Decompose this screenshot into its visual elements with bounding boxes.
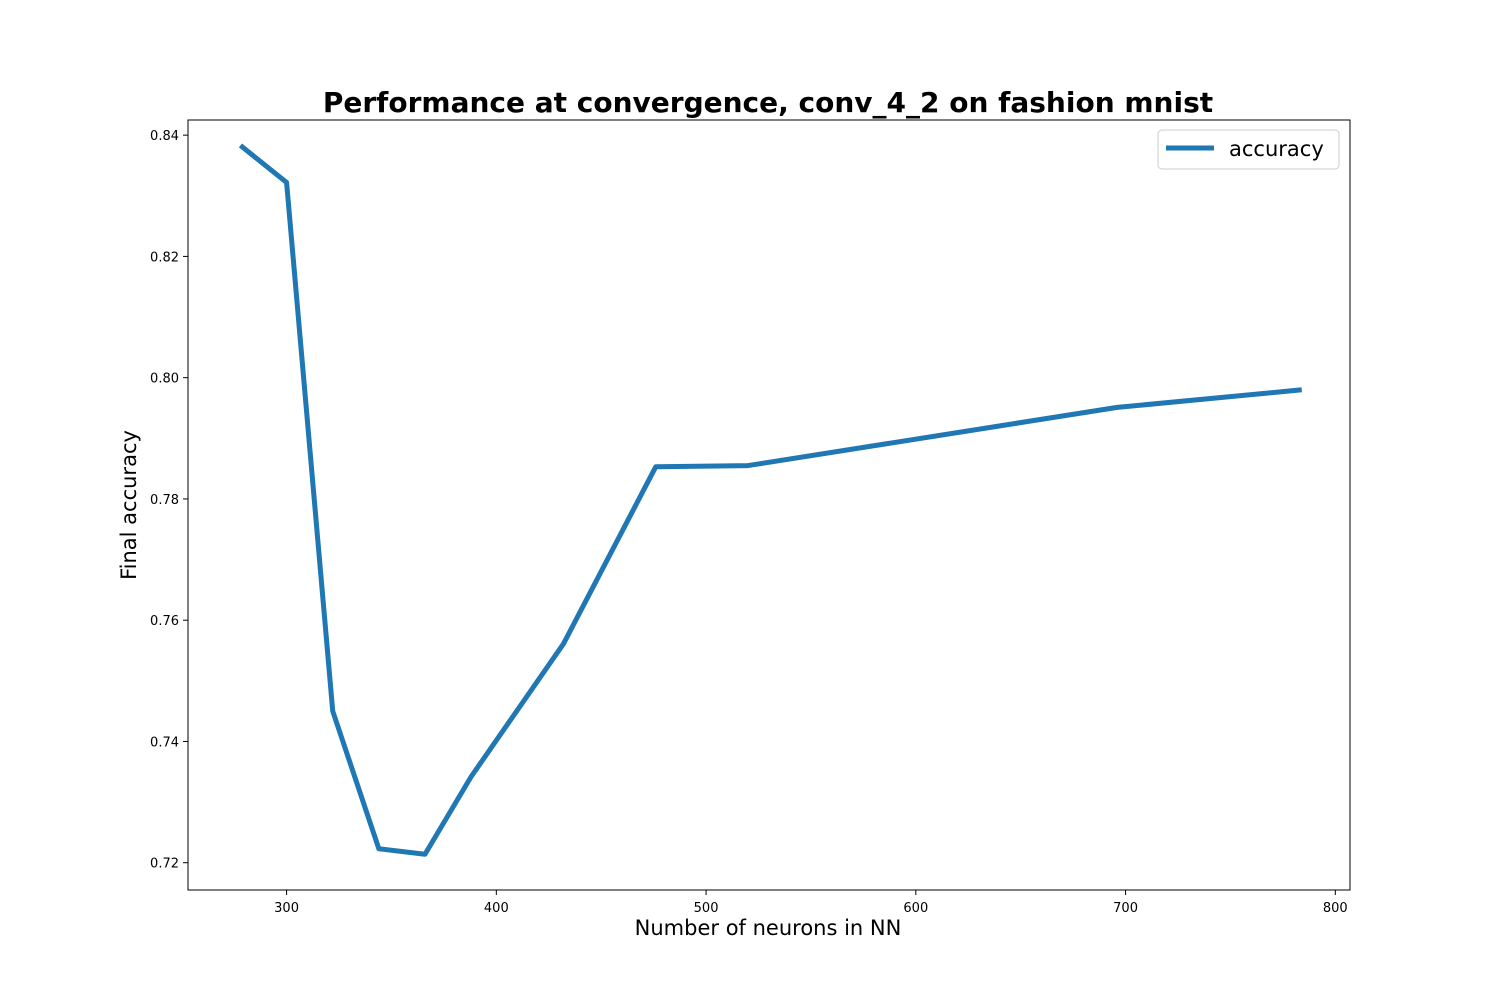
y-axis-label: Final accuracy — [117, 430, 141, 580]
x-axis-ticks: 300 400 500 600 700 800 — [274, 890, 1348, 916]
x-tick-label: 800 — [1323, 901, 1348, 916]
plot-frame — [187, 119, 1351, 891]
x-tick-label: 600 — [903, 901, 928, 916]
x-tick-label: 500 — [694, 901, 719, 916]
x-tick-label: 700 — [1113, 901, 1138, 916]
y-axis-ticks: 0.72 0.74 0.76 0.78 0.80 0.82 0.84 — [150, 129, 188, 872]
x-tick-label: 400 — [484, 901, 509, 916]
x-axis-label: Number of neurons in NN — [635, 916, 902, 940]
y-tick-label: 0.78 — [150, 493, 179, 508]
chart-title: Performance at convergence, conv_4_2 on … — [323, 86, 1213, 119]
y-tick-label: 0.80 — [150, 372, 179, 387]
legend-label-accuracy: accuracy — [1229, 137, 1324, 161]
y-tick-label: 0.84 — [150, 129, 179, 144]
legend: accuracy — [1157, 129, 1340, 170]
x-tick-label: 300 — [274, 901, 299, 916]
y-tick-label: 0.76 — [150, 614, 179, 629]
series-line-accuracy — [238, 143, 1302, 857]
legend-box — [1157, 129, 1340, 170]
y-tick-label: 0.74 — [150, 735, 179, 750]
series-layer — [238, 143, 1302, 857]
y-tick-label: 0.72 — [150, 857, 179, 872]
y-tick-label: 0.82 — [150, 250, 179, 265]
